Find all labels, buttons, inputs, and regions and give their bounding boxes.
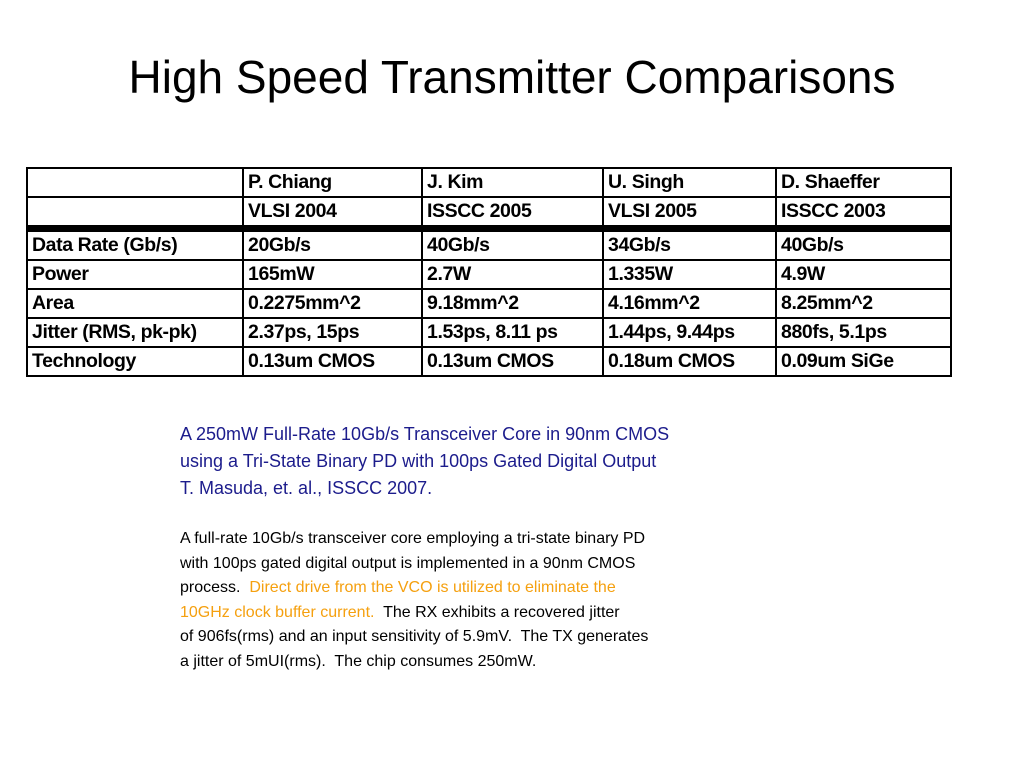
comparison-table: P. Chiang J. Kim U. Singh D. Shaeffer VLSI 2…: [26, 167, 952, 377]
data-cell: 2.37ps, 15ps: [242, 317, 423, 348]
data-cell: 0.18um CMOS: [602, 346, 777, 377]
data-cell: 0.13um CMOS: [421, 346, 604, 377]
data-cell: 0.2275mm^2: [242, 288, 423, 319]
text-run: The RX exhibits a recovered jitter: [383, 603, 620, 621]
abstract: A full-rate 10Gb/s transceiver core empl…: [180, 527, 648, 674]
data-cell: 40Gb/s: [421, 227, 604, 261]
header-cell: P. Chiang: [242, 167, 423, 198]
data-row: Jitter (RMS, pk-pk) 2.37ps, 15ps 1.53ps, 8…: [26, 317, 952, 348]
row-label: Data Rate (Gb/s): [26, 227, 244, 261]
data-cell: 1.44ps, 9.44ps: [602, 317, 777, 348]
data-cell: 0.13um CMOS: [242, 346, 423, 377]
data-row: Area 0.2275mm^2 9.18mm^2 4.16mm^2 8.25mm^2: [26, 288, 952, 319]
data-cell: 1.335W: [602, 259, 777, 290]
data-row: Technology 0.13um CMOS 0.13um CMOS 0.18um C…: [26, 346, 952, 377]
data-cell: 1.53ps, 8.11 ps: [421, 317, 604, 348]
data-cell: 4.16mm^2: [602, 288, 777, 319]
data-cell: 2.7W: [421, 259, 604, 290]
header-cell: J. Kim: [421, 167, 604, 198]
citation: A 250mW Full-Rate 10Gb/s Transceiver Cor…: [180, 421, 669, 502]
header-cell: D. Shaeffer: [775, 167, 952, 198]
data-cell: 40Gb/s: [775, 227, 952, 261]
header-cell: ISSCC 2005: [421, 196, 604, 232]
data-cell: 9.18mm^2: [421, 288, 604, 319]
header-cell: VLSI 2004: [242, 196, 423, 232]
data-cell: 165mW: [242, 259, 423, 290]
row-label: Area: [26, 288, 244, 319]
abstract-line: 10GHz clock buffer current. The RX exhib…: [180, 601, 648, 626]
abstract-line: process. Direct drive from the VCO is ut…: [180, 576, 648, 601]
data-cell: 880fs, 5.1ps: [775, 317, 952, 348]
data-row: Data Rate (Gb/s) 20Gb/s 40Gb/s 34Gb/s 40Gb/s: [26, 227, 952, 261]
text-run: A full-rate 10Gb/s transceiver core empl…: [180, 530, 646, 547]
data-cell: 4.9W: [775, 259, 952, 290]
slide-title: High Speed Transmitter Comparisons: [128, 51, 896, 103]
abstract-line: A full-rate 10Gb/s transceiver core empl…: [180, 527, 648, 552]
header-cell: U. Singh: [602, 167, 777, 198]
text-run: a jitter of 5mUI(rms). The chip consumes…: [180, 652, 537, 670]
abstract-line: of 906fs(rms) and an input sensitivity o…: [180, 625, 648, 650]
corner-cell: [26, 196, 244, 232]
text-run: process.: [180, 579, 250, 596]
data-cell: 0.09um SiGe: [775, 346, 952, 377]
corner-cell: [26, 167, 244, 198]
citation-line: T. Masuda, et. al., ISSCC 2007.: [180, 478, 433, 498]
text-run: Direct drive from the VCO is utilized to…: [249, 579, 616, 596]
header-row: P. Chiang J. Kim U. Singh D. Shaeffer: [26, 167, 952, 198]
citation-line: using a Tri-State Binary PD with 100ps G…: [180, 451, 657, 471]
citation-line: A 250mW Full-Rate 10Gb/s Transceiver Cor…: [180, 424, 670, 444]
data-row: Power 165mW 2.7W 1.335W 4.9W: [26, 259, 952, 290]
data-cell: 34Gb/s: [602, 227, 777, 261]
row-label: Technology: [26, 346, 244, 377]
header-cell: ISSCC 2003: [775, 196, 952, 232]
data-cell: 20Gb/s: [242, 227, 423, 261]
text-run: with 100ps gated digital output is imple…: [180, 554, 636, 572]
row-label: Power: [26, 259, 244, 290]
abstract-line: with 100ps gated digital output is imple…: [180, 552, 648, 577]
text-run: 10GHz clock buffer current.: [180, 603, 384, 621]
header-cell: VLSI 2005: [602, 196, 777, 232]
text-run: of 906fs(rms) and an input sensitivity o…: [180, 628, 649, 645]
data-cell: 8.25mm^2: [775, 288, 952, 319]
row-label: Jitter (RMS, pk-pk): [26, 317, 244, 348]
header-row: VLSI 2004 ISSCC 2005 VLSI 2005 ISSCC 2003: [26, 196, 952, 232]
abstract-line: a jitter of 5mUI(rms). The chip consumes…: [180, 650, 648, 675]
